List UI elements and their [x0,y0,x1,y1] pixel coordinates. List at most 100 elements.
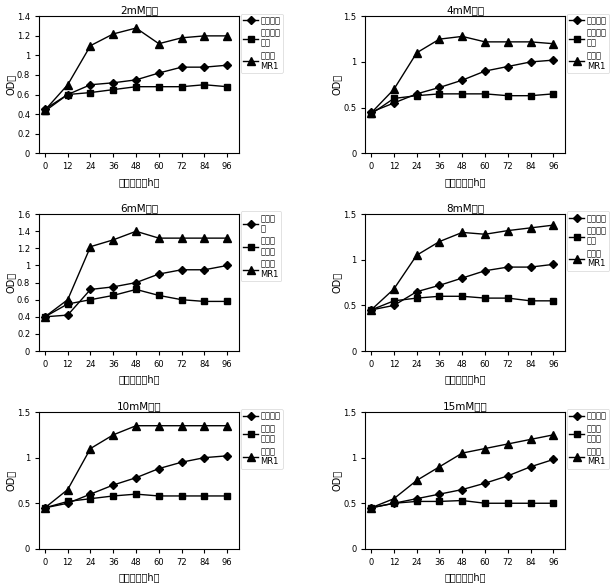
甲基菌
MR1 [132,228,140,235]
Line: 甲基菌
MR1: 甲基菌 MR1 [367,221,558,314]
Line: 恶臭假单
胞菌: 恶臭假单 胞菌 [368,91,557,118]
Line: 甲基菌
MR1: 甲基菌 MR1 [41,227,231,321]
甲基菌
MR1 [109,31,117,38]
假丝酵母 [109,79,117,86]
恶臭假
单胞菌 [436,498,443,505]
Line: 恶臭假单
胞菌: 恶臭假单 胞菌 [368,293,557,313]
恶臭假
单胞菌 [223,492,231,499]
甲基菌
MR1 [41,313,49,320]
恶臭假单
胞菌 [550,298,557,305]
Line: 假丝酵母: 假丝酵母 [42,62,231,112]
恶臭假
单胞菌 [41,313,49,320]
甲基菌
MR1 [109,236,117,243]
甲基菌
MR1 [200,32,208,39]
Line: 假丝酵母: 假丝酵母 [42,453,231,511]
甲基菌
MR1 [459,33,466,40]
Title: 6mM甲醛: 6mM甲醛 [120,203,158,213]
假丝酵母 [178,459,185,466]
假丝酵母 [390,99,397,106]
恶臭假单
胞菌 [109,86,117,93]
Title: 2mM甲醛: 2mM甲醛 [120,5,158,15]
甲基菌
MR1 [155,40,162,47]
甲基菌
MR1 [482,230,489,238]
X-axis label: 处理时间（h）: 处理时间（h） [445,177,486,187]
X-axis label: 处理时间（h）: 处理时间（h） [118,573,160,583]
假丝酵母 [41,505,49,512]
假丝酵母 [41,106,49,113]
Legend: 假丝酵母, 恶臭假单
胞菌, 甲基菌
MR1: 假丝酵母, 恶臭假单 胞菌, 甲基菌 MR1 [567,14,609,73]
假丝酵母 [482,267,489,274]
假丝酵母 [504,63,512,70]
Legend: 假丝酵母, 恶臭假
单胞菌, 甲基菌
MR1: 假丝酵母, 恶臭假 单胞菌, 甲基菌 MR1 [567,409,609,469]
恶臭假单
胞菌 [550,91,557,98]
恶臭假单
胞菌 [390,298,397,305]
甲基菌
MR1 [436,36,443,43]
甲基菌
MR1 [413,49,421,56]
假丝酵
母 [41,313,49,320]
假丝酵母 [436,282,443,289]
Legend: 假丝酵母, 恶臭假单
胞菌, 甲基菌
MR1: 假丝酵母, 恶臭假单 胞菌, 甲基菌 MR1 [240,14,283,73]
恶臭假
单胞菌 [155,292,162,299]
假丝酵母 [132,76,140,83]
假丝酵母 [367,505,375,512]
Line: 假丝酵母: 假丝酵母 [368,456,557,511]
甲基菌
MR1 [200,235,208,242]
假丝酵母 [527,263,534,270]
假丝酵母 [367,306,375,313]
恶臭假单
胞菌 [436,293,443,300]
假丝酵母 [527,58,534,65]
恶臭假单
胞菌 [459,91,466,98]
恶臭假
单胞菌 [390,500,397,507]
恶臭假单
胞菌 [482,91,489,98]
Title: 8mM甲醛: 8mM甲醛 [446,203,484,213]
Legend: 假丝酵母, 恶臭假单
胞菌, 甲基菌
MR1: 假丝酵母, 恶臭假单 胞菌, 甲基菌 MR1 [567,212,609,271]
Line: 恶臭假单
胞菌: 恶臭假单 胞菌 [41,81,231,115]
恶臭假
单胞菌 [64,300,71,308]
恶臭假
单胞菌 [504,500,512,507]
恶臭假
单胞菌 [200,492,208,499]
恶臭假单
胞菌 [200,81,208,88]
假丝酵母 [64,500,71,507]
假丝酵母 [550,456,557,463]
甲基菌
MR1 [459,229,466,236]
恶臭假
单胞菌 [223,298,231,305]
假丝酵母 [390,500,397,507]
恶臭假单
胞菌 [504,92,512,99]
恶臭假单
胞菌 [504,295,512,302]
甲基菌
MR1 [64,486,71,493]
假丝酵
母 [64,312,71,319]
甲基菌
MR1 [178,422,185,429]
甲基菌
MR1 [482,445,489,452]
恶臭假单
胞菌 [178,83,185,90]
假丝酵母 [459,76,466,83]
假丝酵
母 [223,262,231,269]
恶臭假单
胞菌 [482,295,489,302]
甲基菌
MR1 [41,505,49,512]
Line: 恶臭假
单胞菌: 恶臭假 单胞菌 [41,490,231,512]
假丝酵母 [459,275,466,282]
假丝酵母 [87,81,94,88]
恶臭假
单胞菌 [109,492,117,499]
假丝酵母 [436,84,443,91]
甲基菌
MR1 [504,38,512,45]
甲基菌
MR1 [132,422,140,429]
甲基菌
MR1 [527,436,534,443]
假丝酵母 [155,69,162,76]
甲基菌
MR1 [223,422,231,429]
恶臭假
单胞菌 [155,492,162,499]
假丝酵
母 [87,286,94,293]
恶臭假单
胞菌 [413,295,421,302]
假丝酵母 [413,91,421,98]
Legend: 假丝酵
母, 恶臭假
单胞菌, 甲基菌
MR1: 假丝酵 母, 恶臭假 单胞菌, 甲基菌 MR1 [240,212,282,281]
恶臭假单
胞菌 [132,83,140,90]
甲基菌
MR1 [132,25,140,32]
假丝酵母 [223,452,231,459]
Y-axis label: OD值: OD值 [332,470,342,491]
恶臭假
单胞菌 [459,497,466,504]
假丝酵
母 [109,283,117,290]
Line: 甲基菌
MR1: 甲基菌 MR1 [41,24,231,114]
Y-axis label: OD值: OD值 [6,470,15,491]
恶臭假
单胞菌 [132,490,140,497]
X-axis label: 处理时间（h）: 处理时间（h） [445,375,486,385]
甲基菌
MR1 [87,243,94,250]
